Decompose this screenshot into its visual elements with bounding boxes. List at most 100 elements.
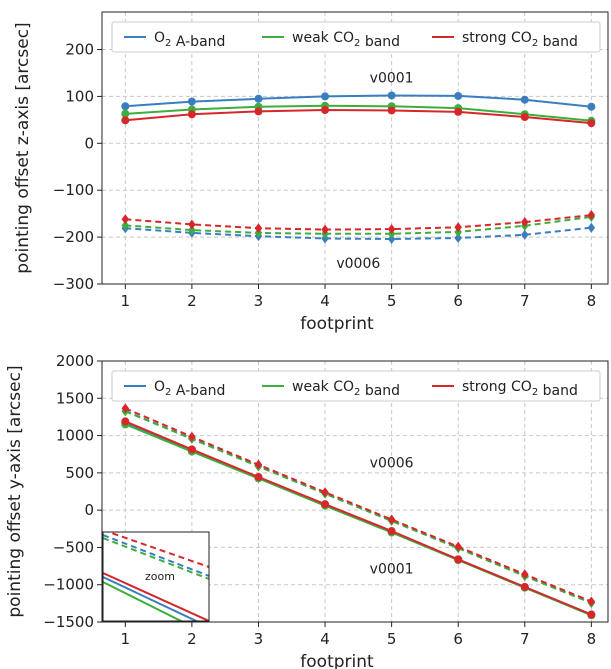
data-point [321, 106, 330, 115]
data-point [521, 217, 529, 228]
plot-area [121, 403, 596, 620]
axes-frame [101, 11, 609, 285]
legend: O2 A-band weak CO2 band strong CO2 band [111, 370, 601, 402]
plot-area [121, 91, 596, 244]
annotation: v0001 [370, 71, 414, 87]
data-point [387, 91, 396, 100]
data-point [387, 514, 396, 525]
data-point [254, 94, 263, 103]
data-point [254, 223, 263, 234]
y-tick-label: −200 [53, 228, 94, 246]
data-point [188, 219, 196, 230]
legend-label-part: A-band [171, 34, 225, 50]
data-point [187, 445, 196, 454]
legend-label-part: strong CO [462, 379, 532, 395]
legend-label: O2 A-band [154, 30, 225, 50]
legend: O2 A-band weak CO2 band strong CO2 band [111, 21, 601, 53]
x-tick-label: 8 [587, 630, 597, 648]
data-point [121, 109, 130, 118]
data-point [121, 214, 130, 225]
data-point [521, 569, 529, 580]
data-point [121, 102, 130, 111]
series-line-v0006-2 [124, 407, 592, 603]
data-point [520, 113, 529, 122]
data-point [187, 110, 196, 119]
x-tick-label: 7 [520, 292, 530, 310]
legend-label-part: O [154, 30, 165, 46]
legend-label-part: A-band [171, 383, 225, 399]
data-point [587, 210, 596, 221]
legend-subscript: 2 [354, 38, 360, 49]
y-tick-label: −1500 [43, 613, 94, 631]
data-point [321, 500, 330, 509]
series-line-v0001-1 [125, 104, 592, 122]
legend-label: O2 A-band [154, 379, 225, 399]
legend-label-part: band [538, 383, 578, 399]
data-point [454, 222, 462, 233]
legend-box [111, 21, 601, 53]
y-axis-label: pointing offset y-axis [arcsec] [5, 365, 25, 617]
data-point [254, 107, 263, 116]
data-point [188, 225, 196, 236]
y-tick-label: 100 [65, 87, 94, 105]
y-tick-label: 200 [65, 41, 94, 59]
legend-label: weak CO2 band [292, 30, 400, 50]
legend-subscript: 2 [165, 38, 171, 49]
data-point [254, 472, 263, 481]
y-tick-label: −100 [53, 181, 94, 199]
zoom-inset: zoom [102, 531, 210, 622]
data-point [387, 224, 396, 235]
x-tick-label: 1 [121, 630, 131, 648]
inset-series-line [103, 581, 184, 621]
x-axis-label: footprint [300, 652, 374, 669]
y-tick-label: −300 [53, 275, 94, 293]
data-point [321, 487, 329, 498]
legend-label: strong CO2 band [462, 379, 578, 399]
data-point [121, 403, 130, 414]
y-tick-label: 0 [84, 134, 94, 152]
legend-subscript: 2 [532, 387, 538, 398]
y-tick-label: −500 [53, 538, 94, 556]
inset-series-line [105, 532, 209, 568]
chart-panel-1: 1 2 3 4 5 6 7 8 −300 −200 −100 0 100 200 footprint poin… [13, 11, 609, 334]
x-tick-label: 5 [387, 630, 397, 648]
data-point [454, 233, 462, 244]
x-tick-label: 1 [121, 292, 131, 310]
inset-series-line [103, 576, 199, 621]
data-point [587, 222, 596, 233]
x-tick-label: 3 [254, 630, 264, 648]
inset-frame [102, 531, 210, 622]
legend-label-part: band [538, 34, 578, 50]
series-line-v0001-2 [124, 420, 592, 616]
legend-label: weak CO2 band [292, 379, 400, 399]
legend-label: strong CO2 band [462, 30, 578, 50]
legend-label-part: band [360, 383, 400, 399]
x-tick-label: 6 [453, 630, 463, 648]
data-point [454, 107, 463, 116]
y-tick-label: 1500 [56, 389, 94, 407]
inset-zoom-label: zoom [145, 570, 175, 583]
data-point [321, 92, 330, 101]
data-point [587, 119, 596, 128]
data-point [520, 95, 529, 104]
data-point [121, 220, 130, 231]
legend-label-part: weak CO [292, 379, 354, 395]
data-point [121, 116, 130, 125]
series-line-v0006-1 [125, 215, 592, 235]
x-tick-label: 2 [187, 292, 197, 310]
inset-series-line [103, 537, 209, 580]
y-tick-label: 500 [65, 464, 94, 482]
data-point [121, 417, 130, 426]
data-point [521, 229, 529, 240]
data-point [321, 224, 329, 235]
data-point [587, 102, 596, 111]
inset-series-line [103, 572, 209, 621]
annotation: v0006 [336, 256, 380, 272]
series-line-v0001-0 [125, 94, 592, 108]
x-tick-label: 2 [187, 630, 197, 648]
data-point [188, 431, 196, 442]
legend-label-part: band [360, 34, 400, 50]
series-line-v0006-2 [125, 214, 592, 231]
legend-subscript: 2 [165, 387, 171, 398]
series-line-v0006-1 [124, 410, 592, 604]
